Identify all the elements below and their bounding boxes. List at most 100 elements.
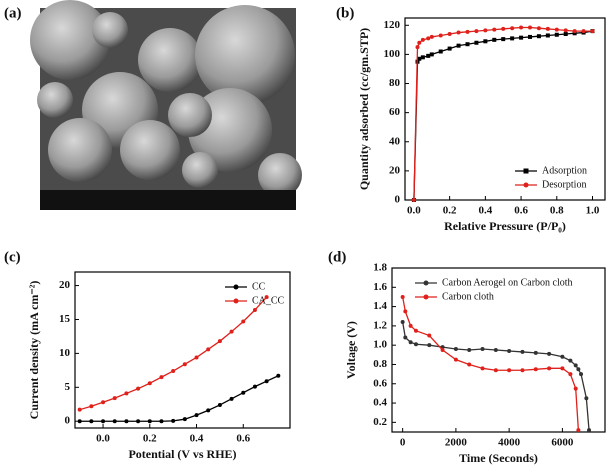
marker [456,43,461,48]
marker [510,36,515,41]
marker [573,386,578,391]
marker [229,396,234,401]
marker [264,379,269,384]
panel-label: (a) [4,5,22,21]
marker [554,27,559,32]
marker [233,298,239,304]
marker [492,37,497,42]
marker [492,27,497,32]
marker [576,367,581,372]
marker [579,372,584,377]
marker [528,34,532,39]
marker [101,419,106,424]
y-tick-label: 20 [59,279,71,291]
marker [426,36,431,41]
x-tick-label: 0.0 [96,433,110,445]
marker [581,29,586,34]
plot-frame [391,267,606,433]
marker [590,29,595,34]
marker [519,25,524,30]
marker [194,355,199,360]
y-tick-label: 5 [65,381,71,393]
marker [438,49,443,54]
marker [547,366,552,371]
panel-label: (b) [336,5,354,21]
marker [533,367,538,372]
marker [501,37,506,42]
y-tick-label: 20 [389,164,401,176]
y-tick-label: 1.8 [373,262,387,274]
marker [417,56,422,61]
marker [453,357,458,362]
sphere [37,82,73,118]
marker [420,55,425,60]
x-axis-label: Time (Seconds) [459,451,538,465]
marker [89,404,94,409]
marker [474,40,479,45]
y-tick-label: 100 [384,48,401,60]
x-tick-label: 0.8 [550,205,564,217]
marker [182,417,187,422]
marker [241,390,246,395]
marker [584,396,589,401]
x-tick-label: 2000 [445,437,468,449]
marker [480,366,485,371]
legend-label: Desorption [542,179,586,190]
marker [147,419,152,424]
marker [507,348,512,353]
y-tick-label: 15 [59,313,71,325]
marker [426,53,431,58]
y-tick-label: 1.0 [373,339,387,351]
y-tick-label: 1.6 [373,281,387,293]
marker [408,340,413,345]
marker [474,29,479,34]
marker [403,309,408,314]
x-tick-label: 0.6 [514,205,528,217]
marker [560,366,565,371]
marker [438,33,443,38]
marker [101,400,106,405]
marker [408,323,413,328]
marker [447,32,452,37]
marker [194,413,199,418]
y-tick-label: 0.8 [373,358,387,370]
marker [413,328,418,333]
marker [411,198,416,202]
y-tick-label: 0.2 [373,416,387,428]
marker [572,29,577,34]
marker [112,396,117,401]
marker [124,391,129,396]
marker [493,368,498,373]
marker [563,32,568,37]
marker [440,348,445,352]
marker [554,32,559,37]
marker [276,373,281,378]
panel-label: (d) [328,249,346,265]
marker [241,319,246,324]
sphere [120,120,180,180]
marker [400,294,405,299]
y-tick-label: 60 [389,106,401,118]
marker [520,368,525,373]
marker [576,428,581,433]
marker [206,408,211,413]
marker [563,28,568,33]
marker [427,333,432,338]
marker [545,33,550,38]
marker [533,350,538,355]
marker [507,368,512,373]
x-tick-label: 0.4 [190,433,204,445]
marker [217,339,222,344]
x-axis-label: Relative Pressure (P/P₀) [444,219,566,233]
x-tick-label: 0.2 [143,433,157,445]
marker [159,375,164,380]
marker [217,402,222,407]
panel-label: (c) [4,249,21,265]
legend-label: CC [252,281,266,292]
marker [171,418,176,423]
y-tick-label: 1.2 [373,319,387,331]
marker [252,384,257,389]
series-line [402,296,580,431]
marker [483,39,488,44]
marker [124,419,129,424]
